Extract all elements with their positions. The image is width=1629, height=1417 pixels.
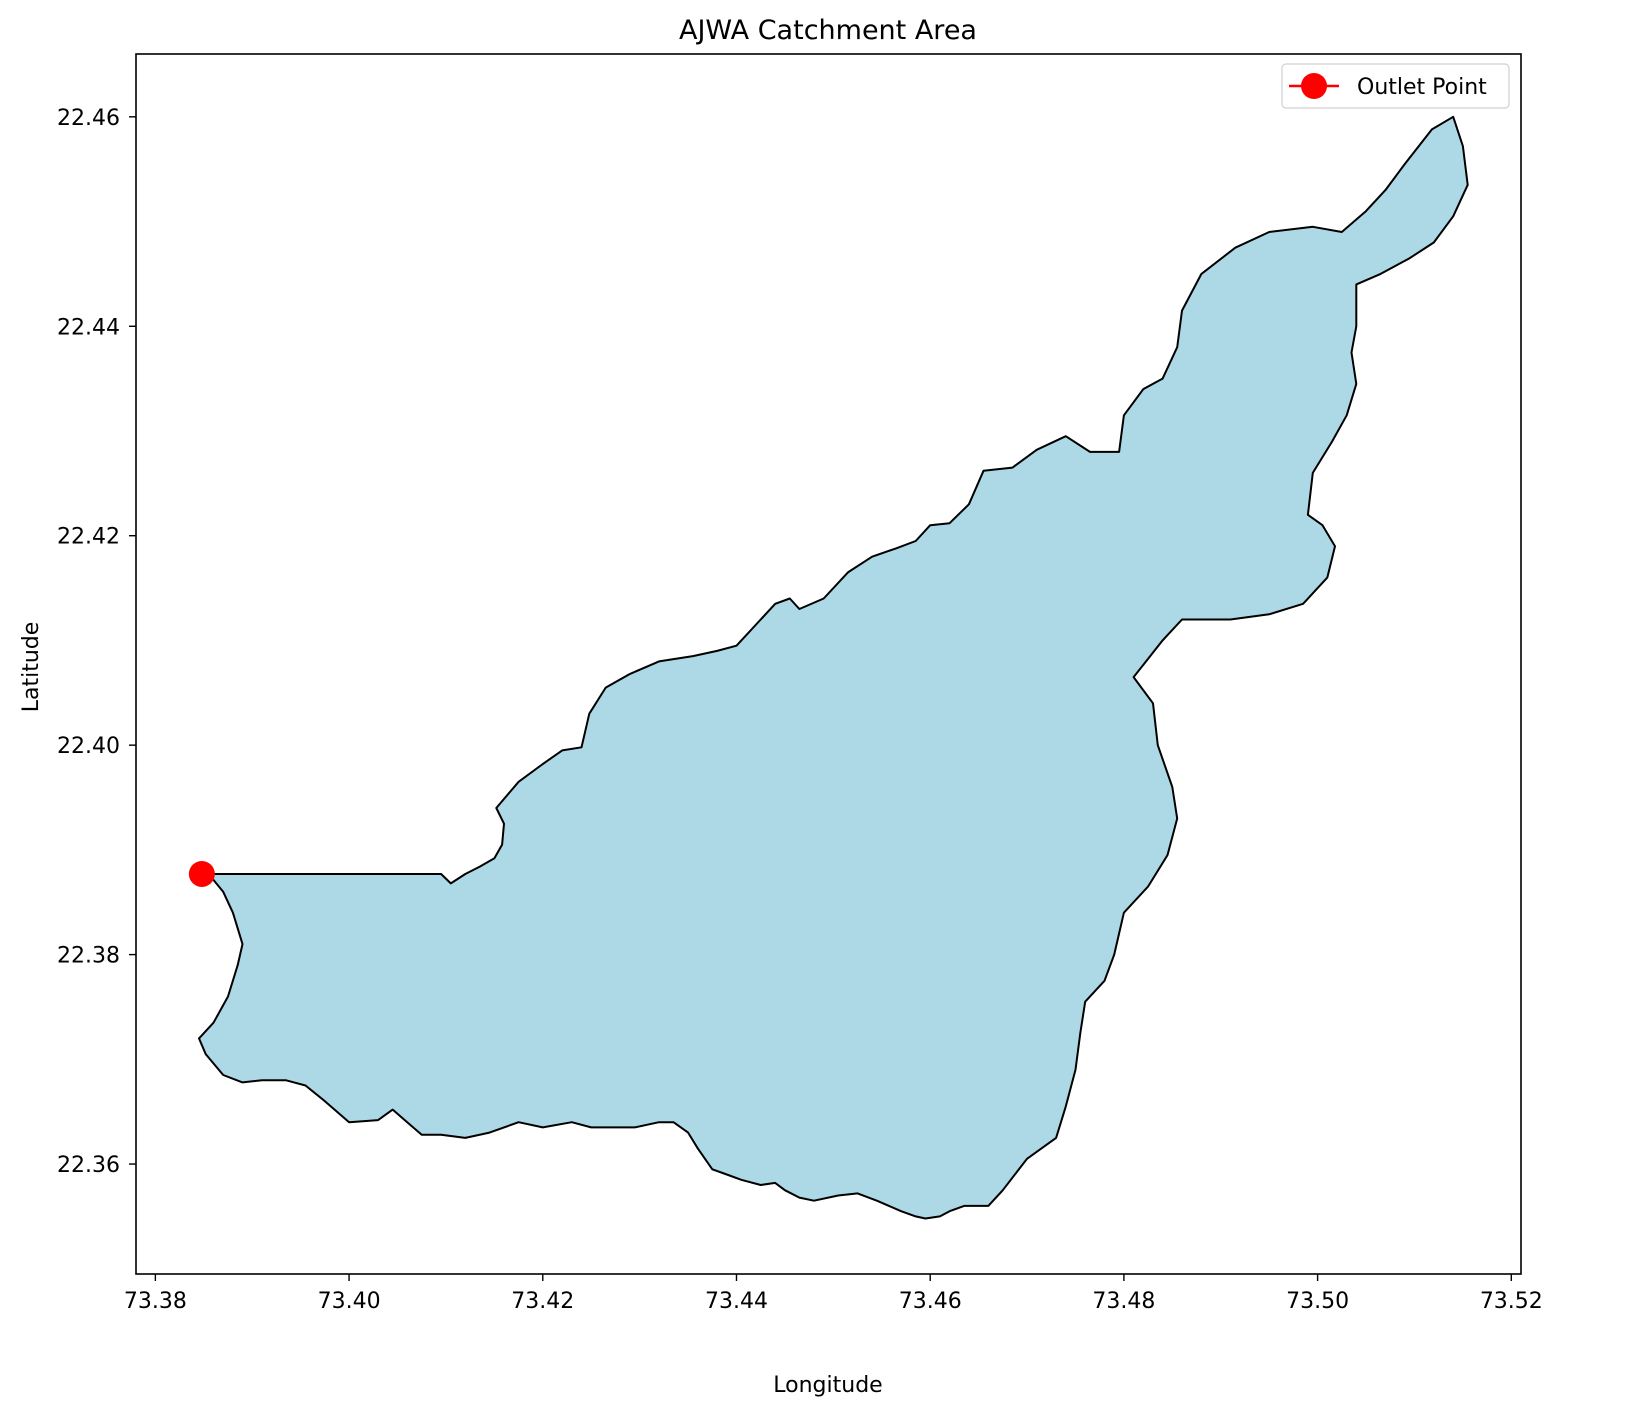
axes-frame — [135, 53, 1522, 1275]
x-tick-label: 73.52 — [1480, 1289, 1543, 1314]
x-tick-label: 73.44 — [705, 1289, 768, 1314]
y-tick-label: 22.40 — [57, 734, 120, 759]
x-axis: 73.38 73.40 73.42 73.44 73.46 73.48 73.50 73.52 — [124, 1274, 1543, 1314]
y-tick-label: 22.46 — [57, 106, 120, 131]
chart-title: AJWA Catchment Area — [679, 15, 977, 46]
x-tick-label: 73.46 — [899, 1289, 962, 1314]
x-axis-label: Longitude — [773, 1373, 882, 1398]
x-tick-label: 73.40 — [318, 1289, 381, 1314]
y-axis: 22.36 22.38 22.40 22.42 22.44 22.46 — [57, 106, 136, 1178]
x-tick-label: 73.42 — [511, 1289, 574, 1314]
plot-area — [135, 53, 1522, 1275]
y-axis-label: Latitude — [19, 622, 44, 713]
y-tick-label: 22.44 — [57, 315, 120, 340]
legend-marker-outlet — [1301, 73, 1327, 99]
x-tick-label: 73.48 — [1092, 1289, 1155, 1314]
y-tick-label: 22.36 — [57, 1153, 120, 1178]
catchment-polygon — [198, 115, 1469, 1220]
legend: Outlet Point — [1281, 63, 1510, 109]
outlet-point-marker — [188, 860, 215, 887]
y-tick-label: 22.42 — [57, 525, 120, 550]
legend-box — [1281, 63, 1510, 109]
legend-label-outlet: Outlet Point — [1357, 75, 1487, 100]
y-tick-label: 22.38 — [57, 944, 120, 969]
x-tick-label: 73.50 — [1286, 1289, 1349, 1314]
x-tick-label: 73.38 — [124, 1289, 187, 1314]
